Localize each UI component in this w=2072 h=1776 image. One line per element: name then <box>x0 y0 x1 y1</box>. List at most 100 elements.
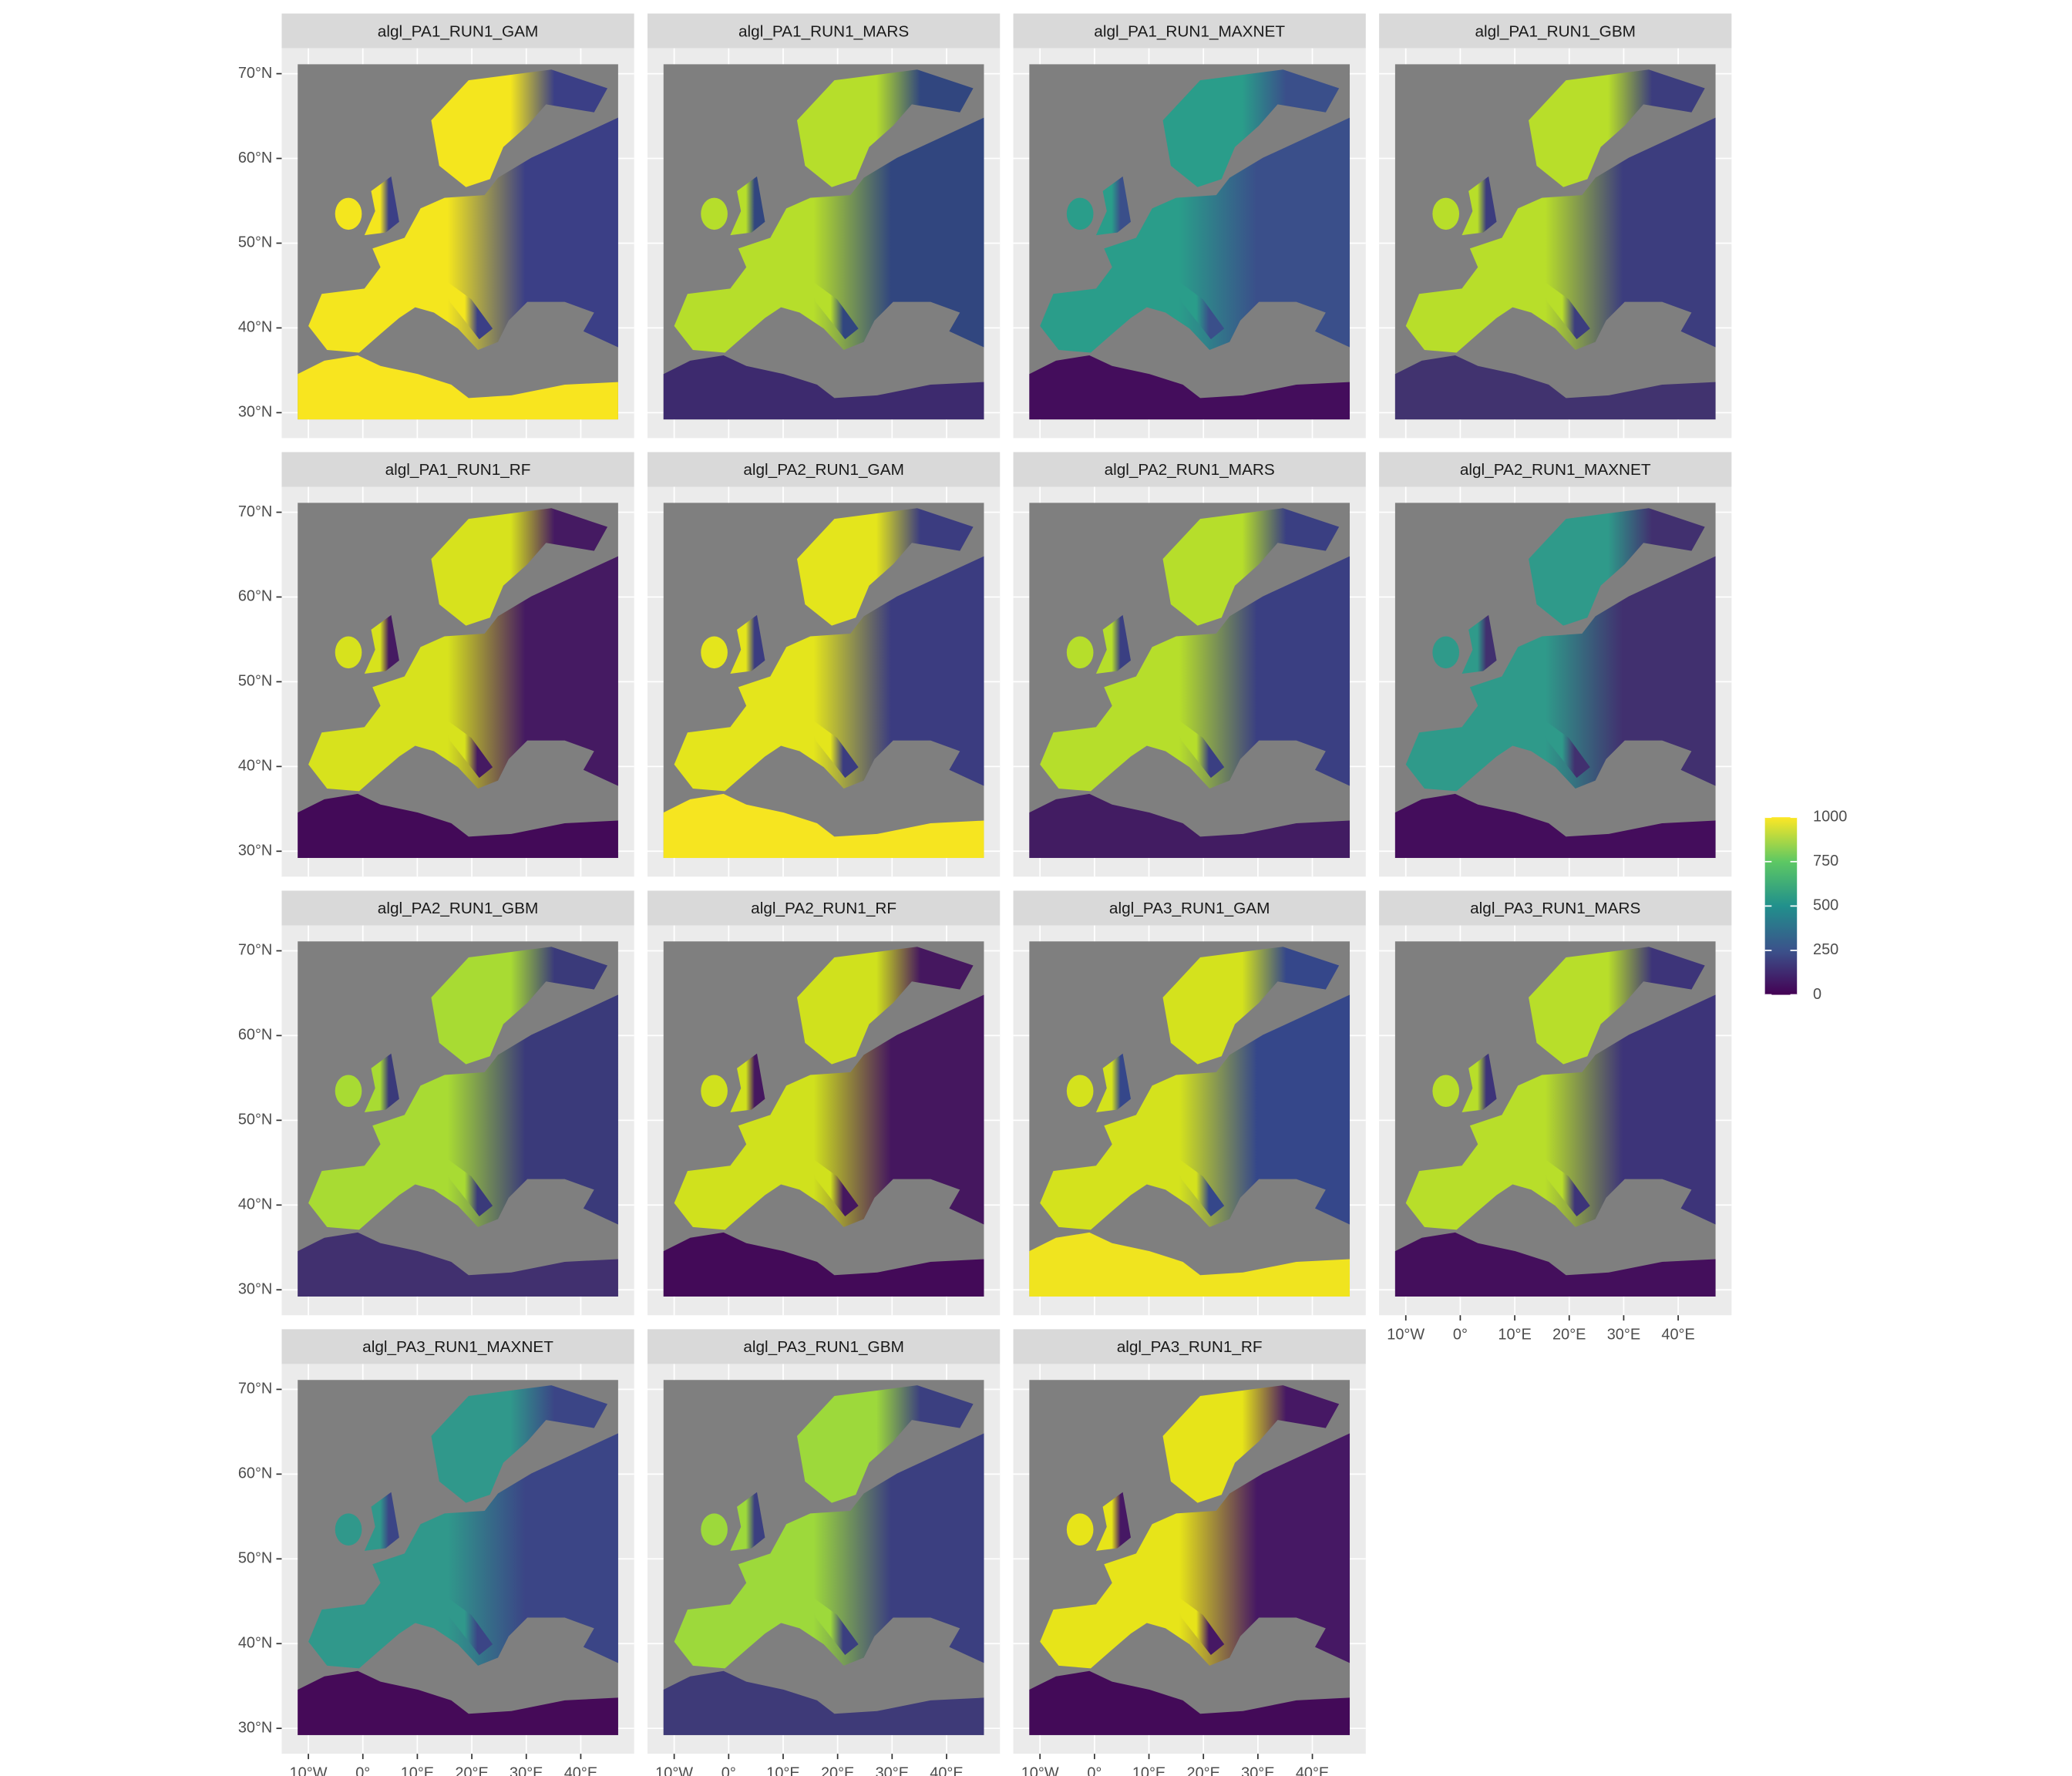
strip <box>1013 13 1366 49</box>
land <box>1529 508 1705 626</box>
land <box>730 614 765 674</box>
raster-map <box>663 1380 984 1735</box>
strip <box>281 452 634 487</box>
strip <box>1013 890 1366 926</box>
land <box>298 793 618 859</box>
land <box>663 1670 984 1735</box>
raster-map <box>1394 64 1716 420</box>
y-tick-label: 50°N <box>238 234 272 251</box>
land <box>308 556 618 792</box>
land <box>364 176 399 236</box>
land <box>674 1433 984 1669</box>
land <box>364 1492 399 1551</box>
panel-title: algl_PA1_RUN1_GBM <box>1475 22 1636 40</box>
x-tick-label: 0° <box>1453 1326 1468 1343</box>
strip <box>1379 890 1732 926</box>
strip <box>1379 13 1732 49</box>
land <box>1394 793 1716 859</box>
y-tick-label: 30°N <box>238 1719 272 1736</box>
panel-title: algl_PA3_RUN1_GBM <box>743 1338 904 1356</box>
land <box>1173 716 1225 779</box>
land <box>431 508 608 626</box>
y-tick-label: 40°N <box>238 758 272 775</box>
land <box>442 1593 493 1656</box>
land <box>1066 636 1094 669</box>
strip <box>648 1329 1001 1364</box>
x-tick-label: 30°E <box>1607 1326 1640 1343</box>
land <box>1029 1232 1350 1297</box>
land <box>796 947 974 1065</box>
land <box>1029 1670 1350 1735</box>
y-tick-label: 30°N <box>238 843 272 859</box>
land <box>1539 716 1590 779</box>
land <box>335 636 362 669</box>
y-tick-label: 60°N <box>238 1465 272 1482</box>
y-tick-label: 60°N <box>238 588 272 605</box>
land <box>701 1513 728 1546</box>
land <box>730 176 765 236</box>
x-tick-label: 10°W <box>1387 1326 1424 1343</box>
x-tick-label: 0° <box>355 1764 370 1776</box>
raster-map <box>663 503 984 859</box>
x-tick-label: 10°W <box>655 1764 693 1776</box>
panel-title: algl_PA3_RUN1_MAXNET <box>362 1338 553 1356</box>
land <box>674 556 984 792</box>
land <box>298 1670 618 1735</box>
x-tick-label: 20°E <box>1187 1764 1220 1776</box>
land <box>1066 197 1094 230</box>
land <box>335 1075 362 1108</box>
strip <box>281 13 634 49</box>
y-tick-label: 70°N <box>238 942 272 959</box>
raster-map <box>298 1380 618 1735</box>
x-tick-label: 40°E <box>1296 1764 1329 1776</box>
land <box>1095 1053 1131 1112</box>
x-tick-label: 10°W <box>290 1764 328 1776</box>
land <box>308 994 618 1230</box>
panel-title: algl_PA2_RUN1_MARS <box>1105 461 1275 479</box>
land <box>1162 508 1340 626</box>
y-tick-label: 30°N <box>238 404 272 421</box>
land <box>663 355 984 420</box>
land <box>807 1155 859 1217</box>
y-tick-label: 50°N <box>238 673 272 690</box>
land <box>701 197 728 230</box>
raster-map <box>1394 503 1716 859</box>
strip <box>648 452 1001 487</box>
land <box>1095 614 1131 674</box>
land <box>807 278 859 340</box>
land <box>431 947 608 1065</box>
x-tick-label: 40°E <box>930 1764 963 1776</box>
land <box>1173 278 1225 340</box>
land <box>1462 1053 1497 1112</box>
x-tick-label: 30°E <box>510 1764 543 1776</box>
panel-title: algl_PA2_RUN1_RF <box>751 900 896 917</box>
land <box>796 1385 974 1503</box>
land <box>1162 947 1340 1065</box>
land <box>1162 69 1340 187</box>
x-tick-label: 20°E <box>455 1764 488 1776</box>
raster-map <box>663 64 984 420</box>
raster-map <box>298 64 618 420</box>
land <box>796 69 974 187</box>
colorbar-label: 1000 <box>1813 808 1847 825</box>
land <box>1040 117 1350 353</box>
panel-title: algl_PA2_RUN1_MAXNET <box>1460 461 1651 479</box>
land <box>1432 1075 1460 1108</box>
land <box>364 1053 399 1112</box>
land <box>1539 1155 1590 1217</box>
panel-title: algl_PA2_RUN1_GBM <box>378 900 539 917</box>
land <box>730 1053 765 1112</box>
land <box>701 636 728 669</box>
x-tick-label: 10°E <box>766 1764 799 1776</box>
strip <box>648 13 1001 49</box>
land <box>335 1513 362 1546</box>
land <box>1095 1492 1131 1551</box>
panel-title: algl_PA3_RUN1_MARS <box>1470 900 1640 917</box>
panel-title: algl_PA1_RUN1_RF <box>385 461 531 479</box>
land <box>1462 176 1497 236</box>
land <box>674 117 984 353</box>
land <box>1040 1433 1350 1669</box>
y-tick-label: 70°N <box>238 503 272 520</box>
land <box>1405 556 1716 792</box>
